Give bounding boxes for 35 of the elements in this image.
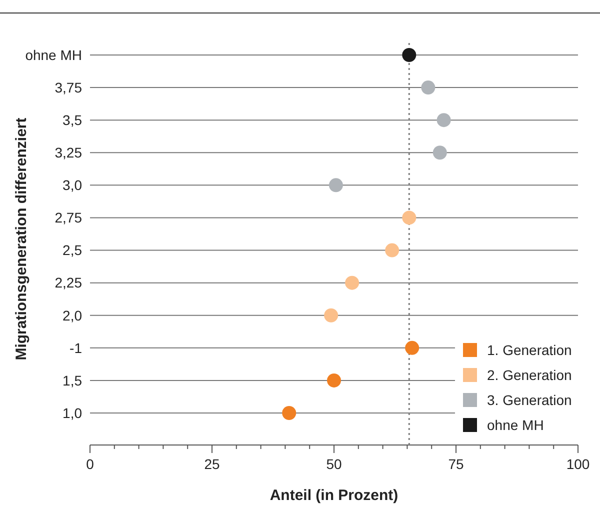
y-tick-label: 1,0 xyxy=(62,404,82,421)
point xyxy=(436,113,451,128)
legend-label: 2. Generation xyxy=(487,366,572,383)
y-tick-label: 3,25 xyxy=(54,144,82,161)
point xyxy=(421,80,436,95)
point xyxy=(402,48,416,62)
point xyxy=(345,276,360,290)
y-tick-label: 3,0 xyxy=(62,177,82,194)
point xyxy=(327,373,341,388)
legend-label: ohne MH xyxy=(487,416,544,433)
y-tick-label: 2,75 xyxy=(54,210,82,226)
point xyxy=(324,308,338,322)
y-tick-label: 2,0 xyxy=(62,307,82,324)
point xyxy=(282,406,296,420)
point xyxy=(432,146,447,160)
point xyxy=(328,178,343,192)
x-tick-label: 75 xyxy=(448,456,464,472)
y-tick-label: 2,25 xyxy=(54,274,82,291)
point xyxy=(402,210,416,225)
y-tick-label: ohne MH xyxy=(25,46,82,63)
x-axis-title: Anteil (in Prozent) xyxy=(270,487,398,504)
x-tick-label: 50 xyxy=(326,456,342,472)
y-tick-label: -1 xyxy=(70,340,82,356)
y-axis-title: Migrationsgeneration differenziert xyxy=(13,118,30,360)
y-tick-label: 3,75 xyxy=(54,79,82,96)
y-tick-label: 1,5 xyxy=(62,372,82,388)
y-tick-label: 2,5 xyxy=(62,242,82,258)
point xyxy=(385,243,400,258)
legend-label: 1. Generation xyxy=(487,342,572,358)
x-tick-label: 25 xyxy=(204,456,220,472)
x-tick-label: 100 xyxy=(566,456,590,472)
y-tick-label: 3,5 xyxy=(62,112,82,128)
x-tick-label: 0 xyxy=(86,456,94,472)
legend-label: 3. Generation xyxy=(487,392,572,408)
point xyxy=(405,340,420,355)
